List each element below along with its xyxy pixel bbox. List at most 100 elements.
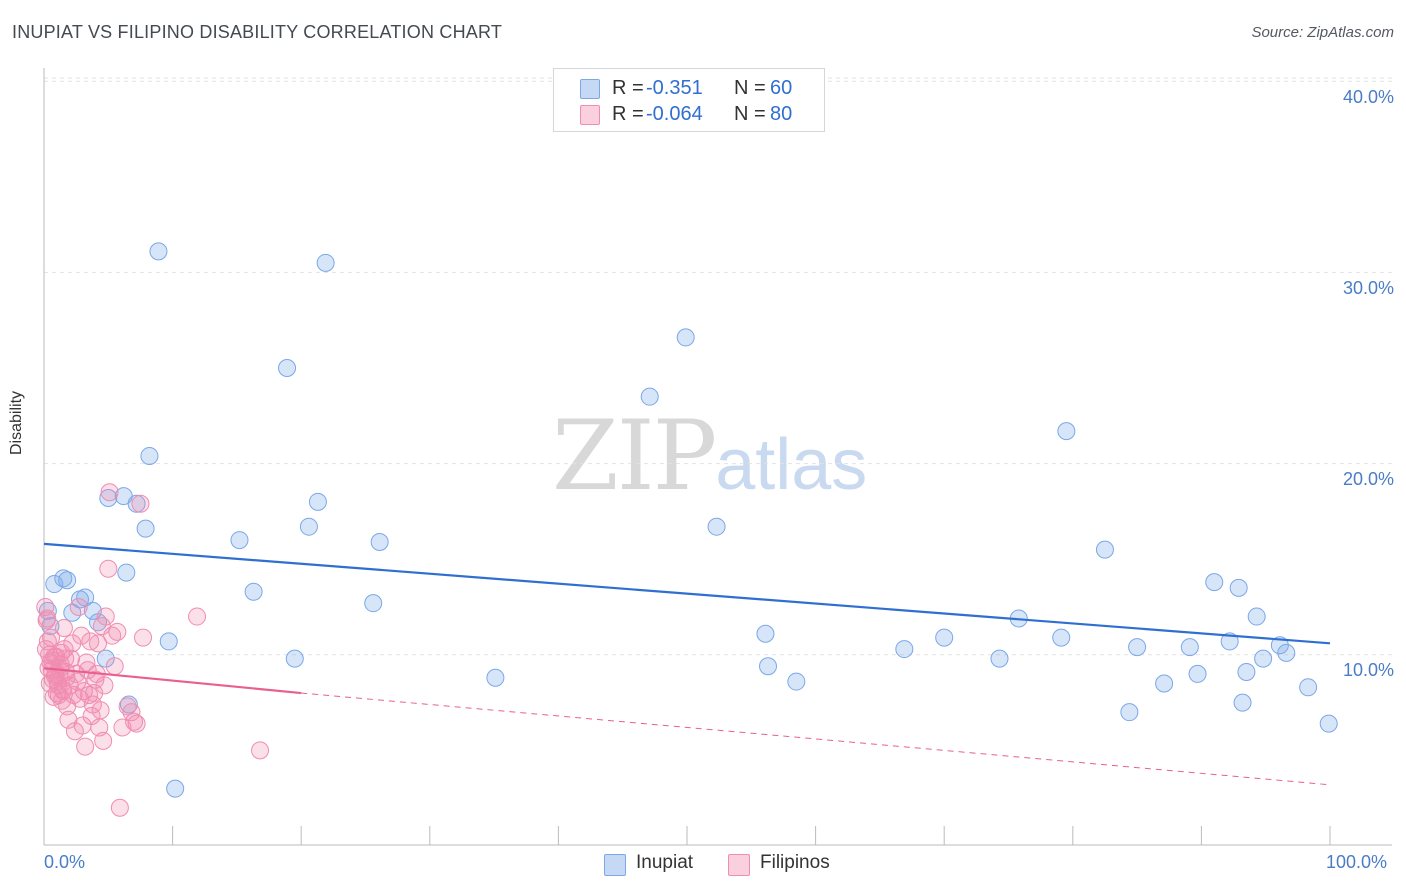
legend-swatch-filipinos [580, 105, 600, 125]
filipinos-point-67 [42, 628, 61, 647]
filipinos-point-26 [69, 598, 88, 616]
inupiat-point-55 [1270, 636, 1289, 655]
watermark-zip: ZIP [552, 400, 717, 512]
legend-n-value: 80 [770, 103, 793, 125]
inupiat-point-40 [1052, 628, 1071, 647]
filipinos-point-58 [127, 714, 146, 733]
filipinos-point-52 [108, 622, 127, 641]
x-tick-label-min: 0.0% [44, 852, 86, 872]
inupiat-point-36 [895, 640, 914, 659]
inupiat-point-56 [1277, 643, 1296, 662]
inupiat-point-19 [166, 779, 185, 798]
legend-r-value: -0.064 [646, 103, 703, 125]
inupiat-point-24 [299, 517, 318, 536]
filipinos-point-0 [36, 598, 55, 616]
inupiat-point-20 [230, 531, 249, 550]
filipinos-trend-line-extension [301, 692, 1331, 786]
inupiat-point-3 [58, 571, 77, 590]
inupiat-point-33 [756, 624, 775, 643]
inupiat-point-23 [285, 649, 304, 668]
inupiat-point-26 [316, 253, 335, 272]
filipinos-point-62 [251, 741, 270, 760]
inupiat-point-31 [676, 328, 695, 347]
filipinos-point-78 [56, 649, 75, 668]
filipinos-point-77 [54, 619, 73, 638]
inupiat-point-27 [364, 594, 383, 613]
filipinos-point-64 [38, 609, 57, 628]
inupiat-point-21 [244, 582, 263, 601]
filipinos-point-43 [91, 701, 110, 720]
inupiat-point-6 [76, 588, 95, 607]
filipinos-point-41 [89, 634, 108, 653]
inupiat-point-35 [787, 672, 806, 691]
bottom-legend-label-inupiat: Inupiat [636, 852, 694, 873]
filipinos-point-59 [131, 494, 150, 513]
legend-swatch-inupiat [580, 79, 600, 99]
y-tick-label-30: 30.0% [1342, 278, 1394, 298]
inupiat-point-50 [1229, 578, 1248, 597]
correlation-legend: R = -0.351 N = 60 R = -0.064 N = 80 [553, 68, 825, 132]
filipinos-point-63 [36, 640, 55, 659]
filipinos-point-60 [134, 628, 153, 647]
inupiat-point-49 [1220, 632, 1239, 651]
filipinos-point-35 [81, 632, 100, 651]
inupiat-point-22 [278, 359, 297, 377]
filipinos-point-47 [96, 607, 115, 626]
filipinos-point-39 [86, 670, 105, 689]
inupiat-point-54 [1254, 649, 1273, 668]
inupiat-point-38 [990, 649, 1009, 668]
x-tick-label-max: 100.0% [1326, 852, 1388, 872]
legend-n-label: N = [734, 103, 766, 125]
legend-r-label: R = [612, 77, 644, 99]
inupiat-point-12 [117, 563, 136, 582]
filipinos-point-51 [105, 657, 124, 676]
inupiat-point-9 [96, 649, 115, 668]
inupiat-point-53 [1247, 607, 1266, 626]
bottom-legend-swatch-inupiat [604, 854, 626, 876]
inupiat-point-47 [1188, 664, 1207, 683]
inupiat-point-25 [308, 492, 327, 511]
source-label: Source: ZipAtlas.com [1251, 24, 1394, 41]
filipinos-point-79 [57, 668, 76, 687]
filipinos-point-76 [53, 680, 72, 699]
filipinos-point-25 [68, 672, 87, 691]
filipinos-point-45 [94, 731, 113, 750]
filipinos-point-33 [78, 661, 97, 680]
filipinos-point-28 [72, 626, 91, 645]
inupiat-point-28 [370, 532, 389, 551]
filipinos-point-49 [100, 483, 119, 502]
watermark-atlas: atlas [715, 425, 868, 505]
inupiat-point-18 [159, 632, 178, 651]
filipinos-point-57 [125, 712, 144, 731]
inupiat-point-58 [1319, 714, 1338, 733]
inupiat-point-45 [1155, 674, 1174, 693]
filipinos-point-53 [110, 798, 129, 817]
filipinos-point-32 [77, 653, 96, 672]
chart-title: INUPIAT VS FILIPINO DISABILITY CORRELATI… [12, 22, 503, 42]
legend-r-value: -0.351 [646, 77, 703, 99]
inupiat-point-32 [707, 517, 726, 536]
inupiat-point-51 [1233, 693, 1252, 712]
filipinos-point-24 [67, 664, 86, 683]
filipinos-point-38 [85, 684, 104, 703]
bottom-legend-label-filipinos: Filipinos [760, 852, 830, 873]
filipinos-point-46 [95, 676, 114, 695]
filipinos-point-54 [113, 718, 132, 737]
inupiat-point-15 [136, 519, 155, 538]
inupiat-point-10 [99, 489, 118, 508]
filipinos-trend-line [43, 667, 302, 695]
legend-n-label: N = [734, 77, 766, 99]
y-tick-label-40: 40.0% [1342, 87, 1394, 107]
inupiat-point-17 [149, 242, 168, 261]
inupiat-point-57 [1299, 678, 1318, 697]
inupiat-point-44 [1128, 638, 1147, 657]
filipinos-point-48 [99, 559, 118, 578]
inupiat-point-52 [1237, 663, 1256, 682]
filipinos-point-31 [76, 737, 95, 756]
inupiat-point-42 [1095, 540, 1114, 559]
bottom-legend-swatch-filipinos [728, 854, 750, 876]
legend-r-label: R = [612, 103, 644, 125]
watermark: ZIPatlas [552, 400, 867, 512]
inupiat-point-37 [935, 628, 954, 647]
